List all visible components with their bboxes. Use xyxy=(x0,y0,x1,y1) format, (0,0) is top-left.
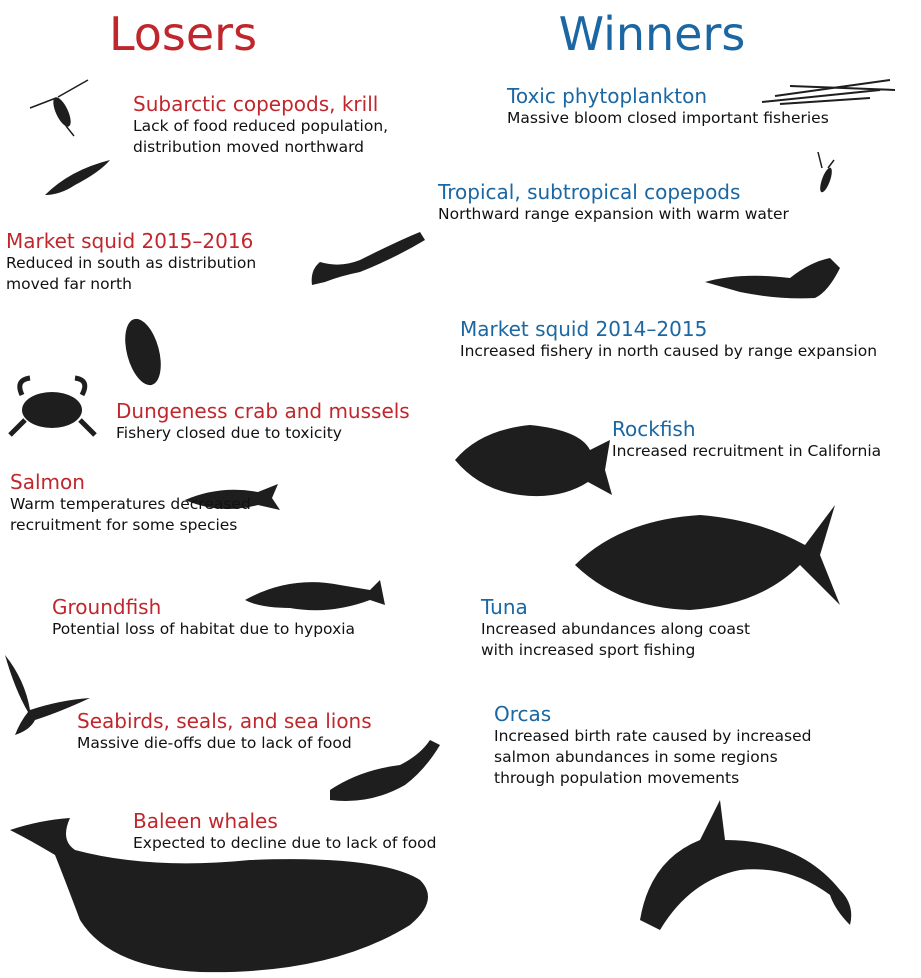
entry-description: Increased fishery in north caused by ran… xyxy=(460,341,877,362)
entry-title: Seabirds, seals, and sea lions xyxy=(77,709,372,733)
entry-title: Toxic phytoplankton xyxy=(507,84,829,108)
entry-description: Massive bloom closed important fisheries xyxy=(507,108,829,129)
entry-description: Reduced in south as distribution xyxy=(6,253,256,274)
entry-title: Dungeness crab and mussels xyxy=(116,399,410,423)
entry-description: distribution moved northward xyxy=(133,137,388,158)
entry-title: Rockfish xyxy=(612,417,881,441)
entry-description: Northward range expansion with warm wate… xyxy=(438,204,789,225)
entry-description: with increased sport fishing xyxy=(481,640,750,661)
copepod-icon-right xyxy=(818,152,834,194)
entry-description: Increased birth rate caused by increased xyxy=(494,726,811,747)
entry-description: through population movements xyxy=(494,768,811,789)
copepod-icon xyxy=(30,80,88,136)
entry-description: Potential loss of habitat due to hypoxia xyxy=(52,619,355,640)
losers-heading: Losers xyxy=(13,6,353,62)
entry-description: Expected to decline due to lack of food xyxy=(133,833,437,854)
entry-description: Warm temperatures decreased xyxy=(10,494,251,515)
entry-description: moved far north xyxy=(6,274,256,295)
entry-title: Orcas xyxy=(494,702,811,726)
squid-icon xyxy=(312,232,425,285)
entry-title: Salmon xyxy=(10,470,251,494)
squid-icon-right xyxy=(705,258,840,298)
rockfish-icon xyxy=(455,425,612,496)
crab-icon xyxy=(10,378,95,435)
entry-title: Tropical, subtropical copepods xyxy=(438,180,789,204)
entry-description: recruitment for some species xyxy=(10,515,251,536)
entry-title: Market squid 2014–2015 xyxy=(460,317,877,341)
entry-description: salmon abundances in some regions xyxy=(494,747,811,768)
mussel-icon xyxy=(119,315,168,389)
entry-title: Baleen whales xyxy=(133,809,437,833)
krill-icon xyxy=(45,160,110,195)
orca-icon xyxy=(640,800,851,930)
entry-description: Increased abundances along coast xyxy=(481,619,750,640)
entry-title: Groundfish xyxy=(52,595,355,619)
entry-title: Market squid 2015–2016 xyxy=(6,229,256,253)
entry-description: Lack of food reduced population, xyxy=(133,116,388,137)
entry-title: Subarctic copepods, krill xyxy=(133,92,388,116)
entry-description: Massive die-offs due to lack of food xyxy=(77,733,372,754)
entry-description: Increased recruitment in California xyxy=(612,441,881,462)
infographic: Losers Winners Subarctic copepods, krill… xyxy=(0,0,921,978)
entry-description: Fishery closed due to toxicity xyxy=(116,423,410,444)
winners-heading: Winners xyxy=(482,6,822,62)
entry-title: Tuna xyxy=(481,595,750,619)
